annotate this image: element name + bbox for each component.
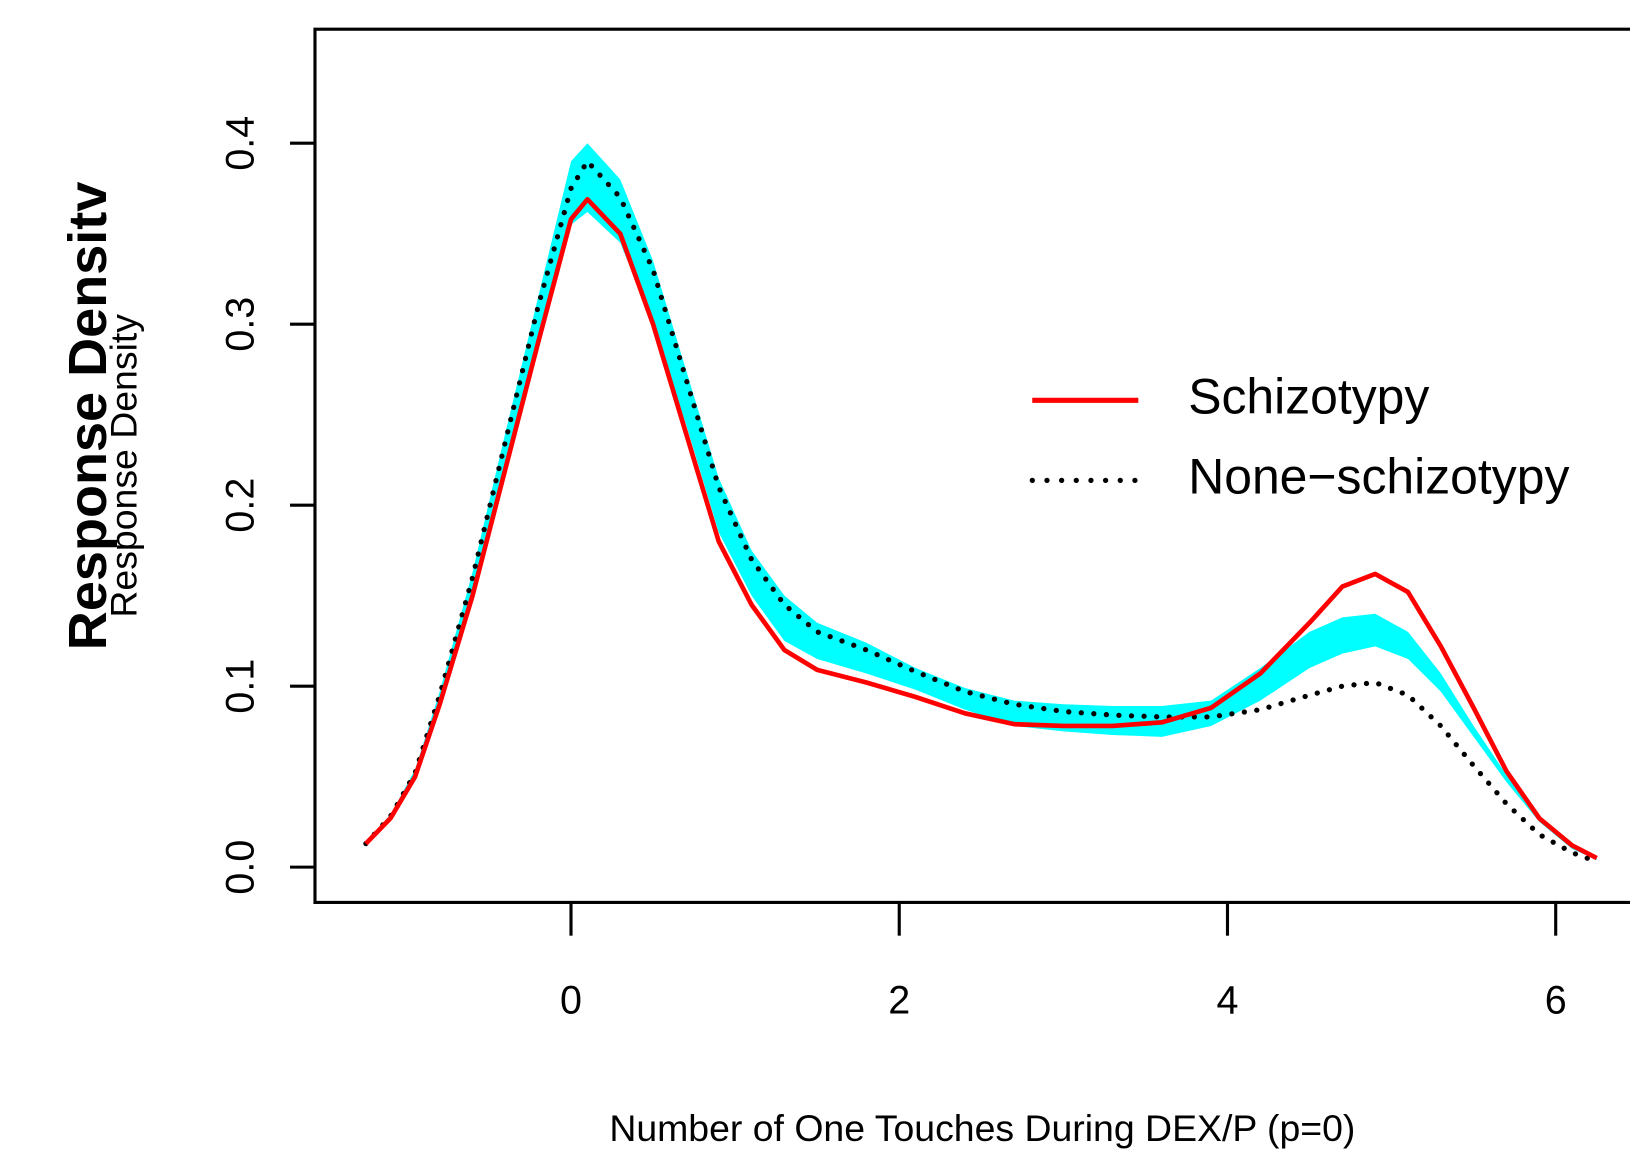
chart-title: Response Densitv [58,182,118,651]
y-tick-label: 0.4 [219,116,263,171]
y-tick-label: 0.1 [219,659,263,714]
legend-label: Schizotypy [1188,368,1429,424]
confidence-band [365,143,1597,860]
x-tick-label: 0 [560,979,582,1023]
y-tick-label: 0.0 [219,840,263,895]
x-axis-label: Number of One Touches During DEX/P (p=0) [609,1107,1355,1149]
series-line [364,196,1598,861]
y-tick-label: 0.2 [219,478,263,533]
y-tick-label: 0.3 [219,297,263,352]
legend-label: None−schizotypy [1188,449,1569,505]
plot-frame [313,27,1630,904]
x-tick-label: 4 [1216,979,1238,1023]
chart-subtitle: Response Density [103,314,145,618]
x-tick-label: 6 [1545,979,1567,1023]
x-tick-label: 2 [888,979,910,1023]
